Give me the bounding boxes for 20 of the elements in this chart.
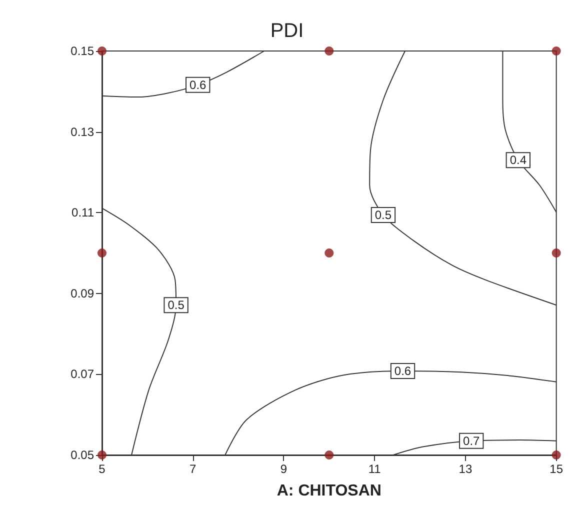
point	[552, 248, 561, 258]
point	[552, 46, 561, 56]
point	[324, 46, 334, 56]
x-tick-label: 5	[98, 462, 106, 476]
y-tick-label: 0.15	[70, 44, 94, 58]
x-tick-label: 11	[368, 462, 382, 476]
point	[98, 248, 106, 258]
x-tick-label: 9	[280, 462, 288, 476]
point	[324, 248, 334, 258]
x-tick-label: 15	[550, 462, 564, 476]
y-tick-label: 0.09	[70, 286, 94, 300]
x-axis-title: A: CHITOSAN	[276, 482, 382, 500]
y-tick-label: 0.05	[70, 448, 94, 462]
chart-title: PDI	[270, 20, 304, 42]
y-tick-label: 0.07	[70, 367, 94, 382]
y-tick-label: 0.13	[70, 124, 94, 139]
point	[324, 450, 334, 460]
x-tick-label: 13	[458, 462, 472, 476]
y-tick-label: 0.11	[72, 206, 94, 220]
x-tick-label: 7	[190, 462, 197, 476]
